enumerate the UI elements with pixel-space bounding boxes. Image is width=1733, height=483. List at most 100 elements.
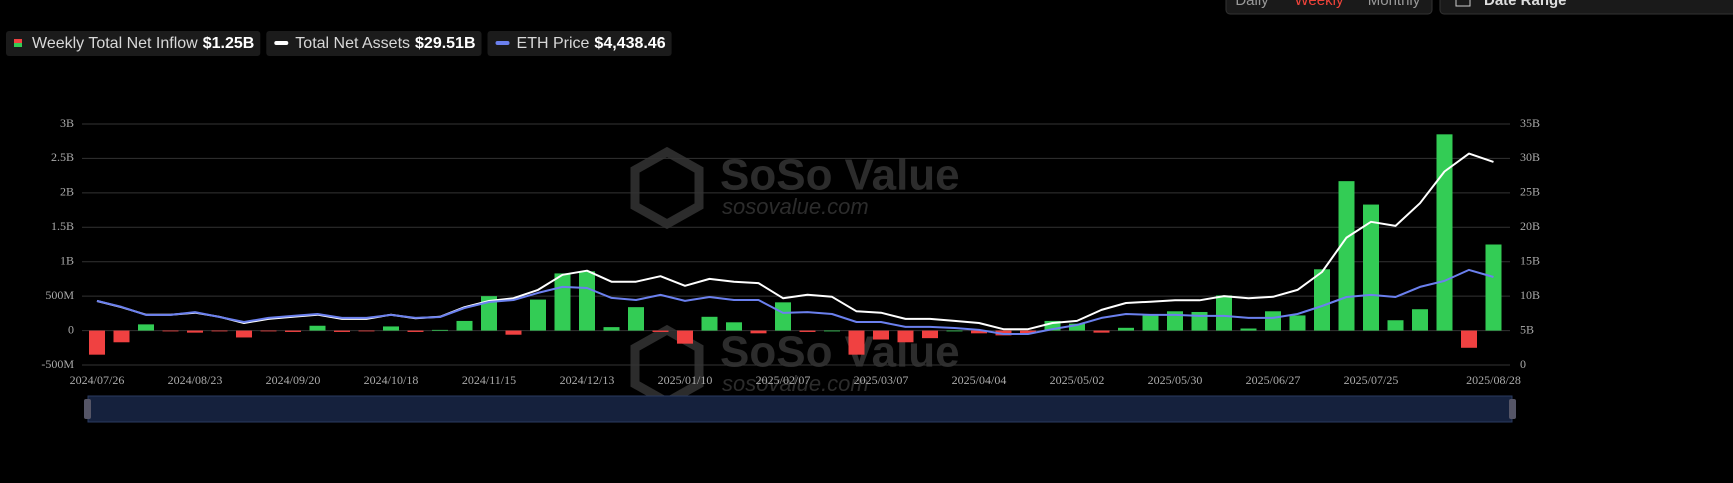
date-range-button[interactable]: Date Range xyxy=(1439,0,1733,15)
legend-label: Total Net Assets xyxy=(295,35,410,52)
bar xyxy=(628,307,644,331)
bar xyxy=(1289,315,1306,331)
legend-swatch xyxy=(495,41,510,45)
date-range-box xyxy=(1439,0,1733,15)
x-tick-label: 2024/11/15 xyxy=(462,373,516,387)
x-tick-label: 2025/05/02 xyxy=(1050,373,1105,387)
date-range-label[interactable]: Date Range xyxy=(1484,0,1567,9)
bar xyxy=(873,330,889,340)
bar xyxy=(113,330,130,343)
y2-tick-label: 35B xyxy=(1520,116,1540,130)
watermark-logo xyxy=(630,146,704,230)
legend-item[interactable]: ETH Price $4,438.46 xyxy=(487,31,672,56)
y-tick-label: -500M xyxy=(41,357,74,371)
watermark-url: sosovalue.com xyxy=(722,194,869,219)
y-tick-label: 1.5B xyxy=(51,219,74,233)
bar xyxy=(505,330,522,335)
bar xyxy=(995,330,1012,336)
bar xyxy=(211,330,228,332)
x-tick-label: 2025/02/07 xyxy=(756,373,811,387)
bar xyxy=(89,330,105,355)
bar xyxy=(138,324,154,331)
bar xyxy=(848,330,865,355)
bar xyxy=(1240,328,1257,331)
bar xyxy=(1118,327,1134,331)
bar xyxy=(1093,330,1110,333)
bar xyxy=(1216,295,1232,331)
bar xyxy=(260,330,277,332)
x-tick-label: 2025/08/28 xyxy=(1466,373,1521,387)
bar xyxy=(579,271,595,331)
y-tick-label: 3B xyxy=(60,116,74,130)
legend-value: $1.25B xyxy=(203,35,255,52)
bar xyxy=(358,330,375,332)
bar xyxy=(432,329,448,331)
calendar-icon xyxy=(1455,0,1471,7)
bar xyxy=(971,330,987,334)
bar xyxy=(603,327,620,331)
bar xyxy=(554,273,571,331)
period-switch[interactable]: Daily Weekly Monthly xyxy=(1225,0,1433,15)
x-tick-label: 2025/01/10 xyxy=(658,373,713,387)
legend-value: $4,438.46 xyxy=(594,35,665,52)
bar xyxy=(897,330,914,343)
bar xyxy=(1069,323,1085,331)
bar xyxy=(1142,314,1159,331)
legend-value: $29.51B xyxy=(415,35,476,52)
x-tick-label: 2024/09/20 xyxy=(266,373,321,387)
navigator-handle[interactable] xyxy=(84,399,91,419)
x-tick-label: 2024/10/18 xyxy=(364,373,419,387)
plot xyxy=(89,134,1502,355)
watermark-url: sosovalue.com xyxy=(722,371,869,396)
watermark-brand: SoSo Value xyxy=(720,328,960,377)
bar xyxy=(1314,269,1330,331)
y-tick-label: 500M xyxy=(45,288,74,302)
bar xyxy=(334,330,350,332)
legend: Weekly Total Net Inflow $1.25B Total Net A… xyxy=(6,31,672,56)
bar xyxy=(407,330,424,332)
navigator-track xyxy=(87,395,1513,423)
bar xyxy=(456,320,473,331)
navigator[interactable] xyxy=(84,395,1516,423)
legend-label: ETH Price xyxy=(517,35,590,52)
legend-box xyxy=(6,31,261,56)
bar xyxy=(162,330,179,332)
bar xyxy=(824,330,840,332)
x-tick-label: 2025/03/07 xyxy=(854,373,909,387)
period-option[interactable]: Daily xyxy=(1235,0,1269,9)
y2-tick-label: 25B xyxy=(1520,185,1540,199)
bar xyxy=(1387,320,1404,331)
y-tick-label: 0 xyxy=(68,322,74,336)
bar xyxy=(1265,311,1281,331)
bar xyxy=(1412,309,1428,331)
legend-swatch xyxy=(14,43,22,47)
x-tick-label: 2025/05/30 xyxy=(1148,373,1203,387)
period-option[interactable]: Weekly xyxy=(1295,0,1344,9)
bar xyxy=(1338,181,1355,331)
bar xyxy=(1363,204,1379,331)
period-option[interactable]: Monthly xyxy=(1368,0,1421,9)
y2-tick-label: 30B xyxy=(1520,150,1540,164)
y2-tick-label: 15B xyxy=(1520,253,1540,267)
y-tick-label: 2B xyxy=(60,185,74,199)
x-tick-label: 2024/07/26 xyxy=(70,373,125,387)
legend-item[interactable]: Weekly Total Net Inflow $1.25B xyxy=(6,31,261,56)
x-tick-label: 2025/06/27 xyxy=(1246,373,1301,387)
x-tick-label: 2025/07/25 xyxy=(1344,373,1399,387)
y2-tick-label: 20B xyxy=(1520,219,1540,233)
bar xyxy=(236,330,252,338)
bar xyxy=(481,296,497,331)
navigator-handle[interactable] xyxy=(1509,399,1516,419)
x-tick-label: 2024/08/23 xyxy=(168,373,223,387)
x-tick-label: 2024/12/13 xyxy=(560,373,615,387)
y-tick-label: 1B xyxy=(60,253,74,267)
legend-item[interactable]: Total Net Assets $29.51B xyxy=(266,31,482,56)
bar xyxy=(677,330,693,344)
bar xyxy=(1461,330,1477,348)
bar xyxy=(726,322,742,331)
bar xyxy=(309,325,326,331)
legend-swatch xyxy=(274,41,289,45)
bar xyxy=(750,330,767,334)
period-box xyxy=(1225,0,1433,15)
